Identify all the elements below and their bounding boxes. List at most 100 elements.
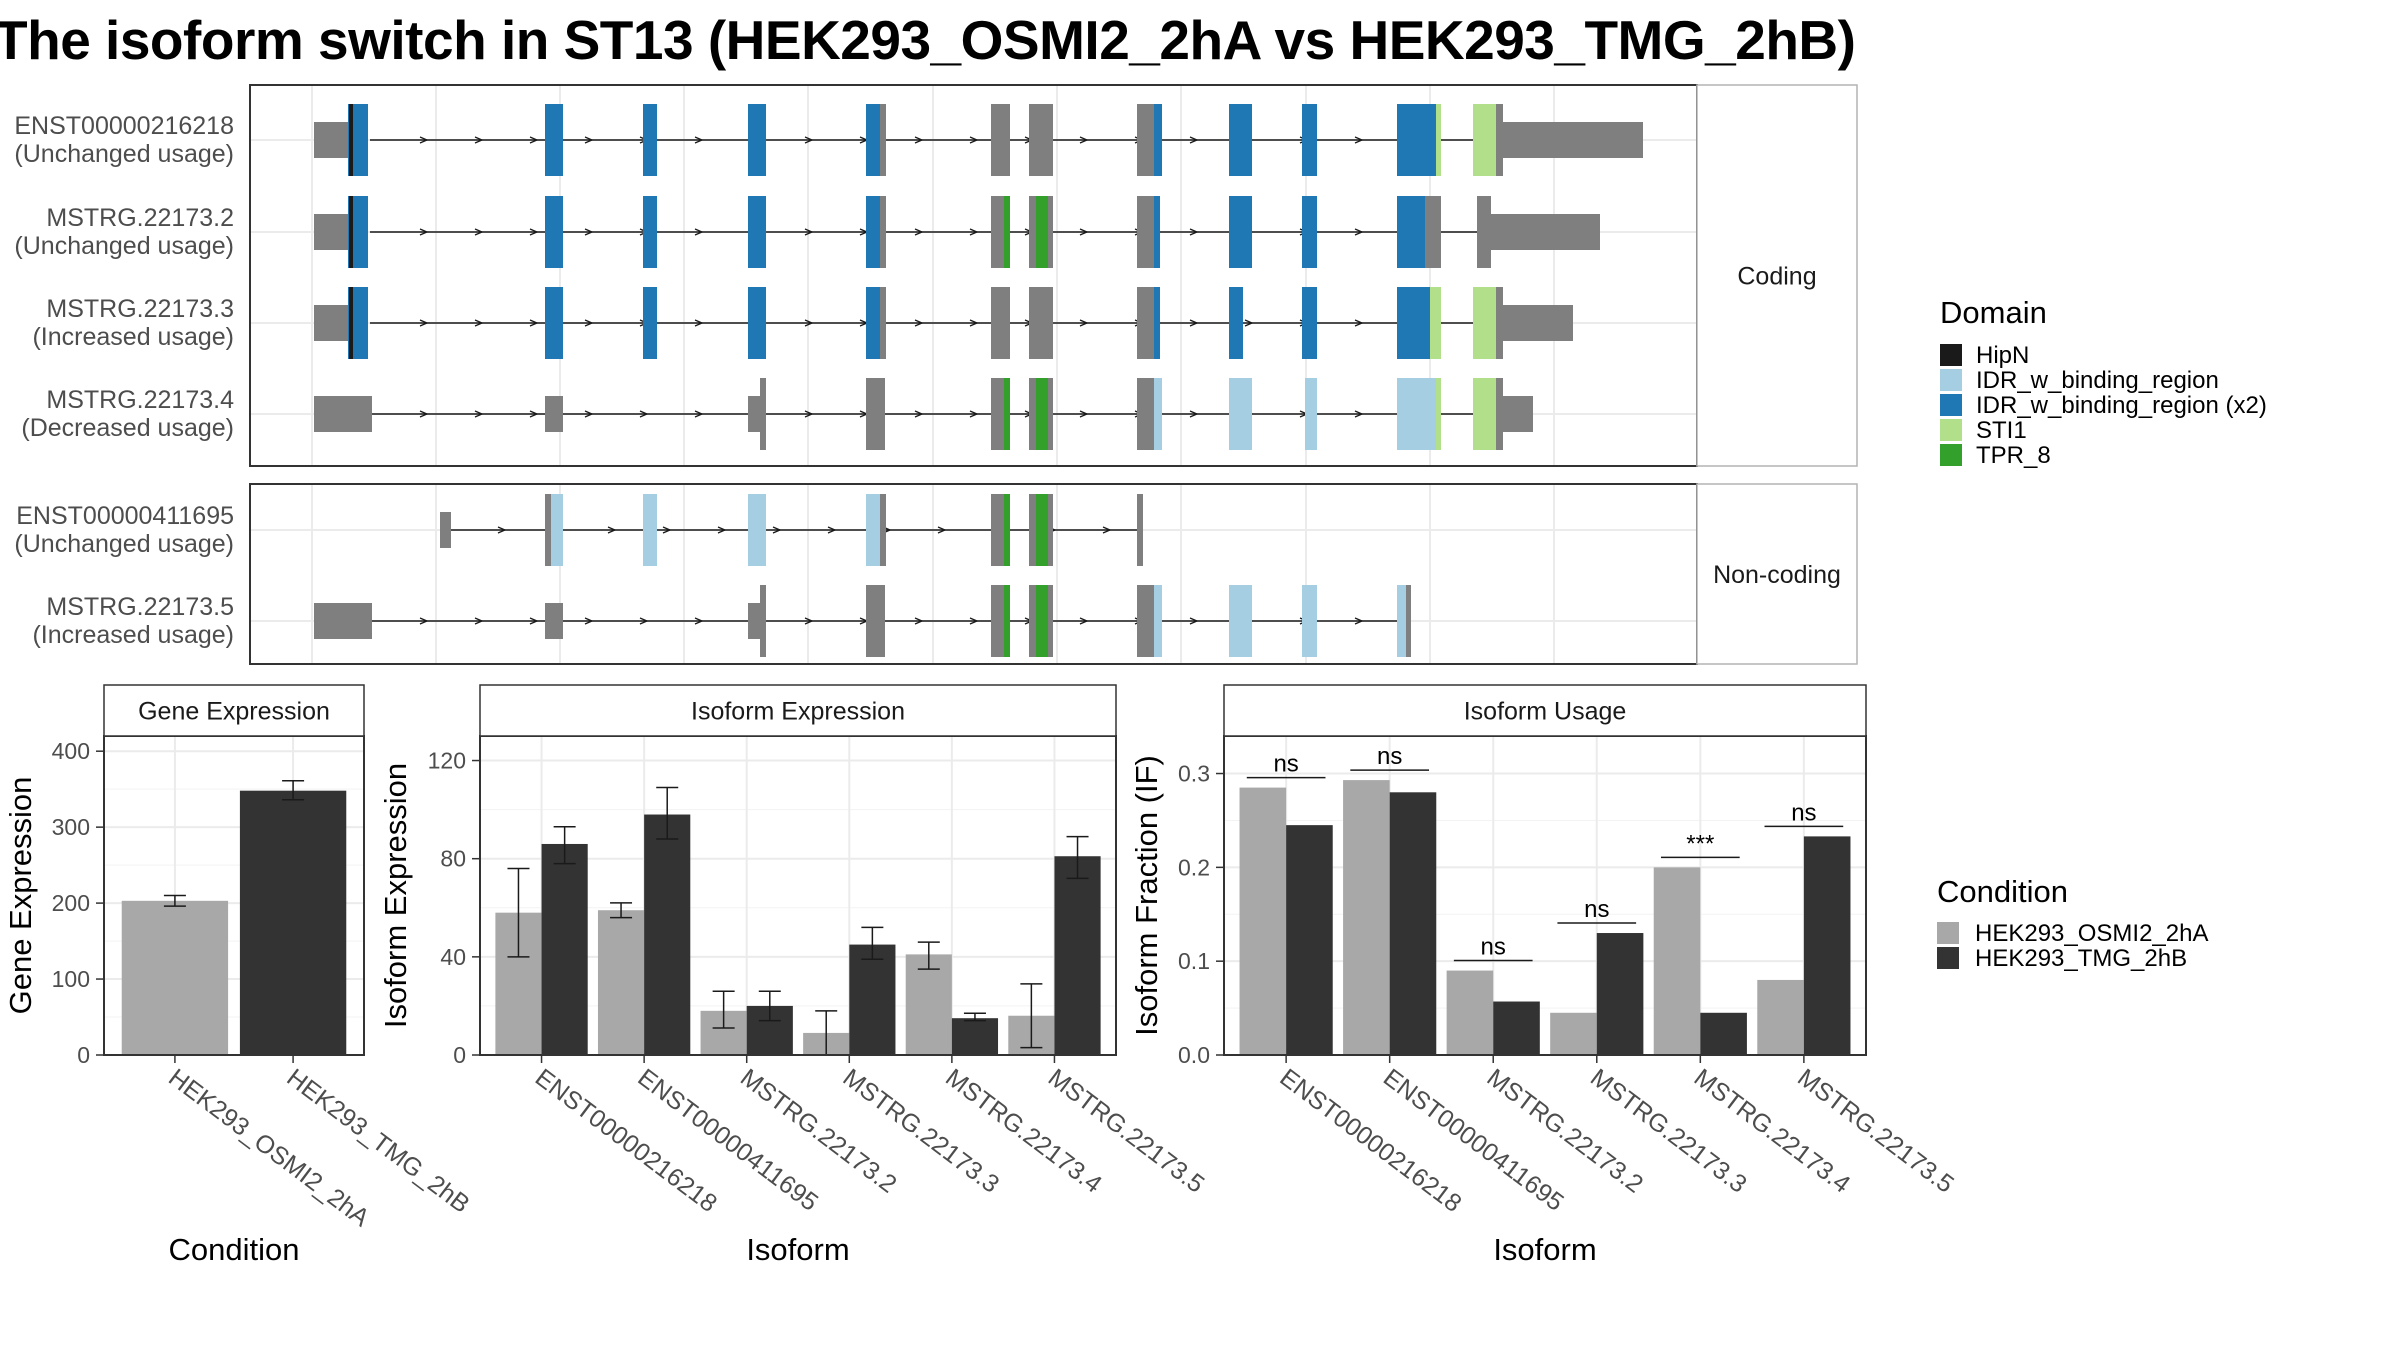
direction-arrow [1354, 136, 1364, 144]
exon-domain [1302, 585, 1317, 657]
exon-domain [551, 494, 563, 566]
direction-arrow [1079, 617, 1089, 625]
y-tick-label: 400 [52, 738, 90, 764]
exon-domain [1473, 378, 1496, 450]
direction-arrow [1354, 410, 1364, 418]
bar [1550, 1012, 1597, 1055]
exon [991, 494, 1004, 566]
direction-arrow [639, 617, 649, 625]
y-tick-label: 100 [52, 966, 90, 992]
direction-arrow [937, 526, 947, 534]
exon [866, 585, 885, 657]
panel-title: Gene Expression [138, 698, 330, 726]
significance-label: ns [1584, 896, 1609, 923]
isoform-expression-chart: Isoform Expression 0 40 80 120 ENST0000021621… [378, 684, 1210, 1267]
exon-domain [643, 104, 657, 176]
exon [314, 603, 372, 639]
exon-domain [1430, 287, 1441, 359]
exon-domain [1229, 196, 1252, 268]
exon-domain [866, 104, 880, 176]
direction-arrow [1354, 319, 1364, 327]
isoform-usage: (Unchanged usage) [14, 530, 234, 558]
direction-arrow [474, 410, 484, 418]
direction-arrow [584, 410, 594, 418]
exon [1137, 494, 1143, 566]
direction-arrow [969, 228, 979, 236]
facet-strip [1696, 483, 1858, 665]
direction-arrow [474, 319, 484, 327]
legend-label: IDR_w_binding_region (x2) [1976, 392, 2267, 419]
x-axis-title: Isoform [1493, 1232, 1596, 1267]
exon-domain [1229, 104, 1252, 176]
exon [1029, 287, 1053, 359]
direction-arrow [529, 136, 539, 144]
isoform-name: ENST00000411695 [16, 502, 234, 530]
y-axis-title: Isoform Fraction (IF) [1129, 755, 1164, 1036]
direction-arrow [694, 410, 704, 418]
isoform-track: ENST00000216218(Unchanged usage) [14, 104, 1643, 176]
direction-arrow [1079, 319, 1089, 327]
exon-domain [1397, 104, 1436, 176]
exon [1029, 196, 1036, 268]
direction-arrow [694, 617, 704, 625]
panel-background [250, 85, 1697, 466]
y-tick-label: 300 [52, 814, 90, 840]
x-axis-title: Condition [169, 1232, 300, 1267]
exon-domain [1229, 287, 1243, 359]
direction-arrow [804, 410, 814, 418]
isoform-track: MSTRG.22173.3(Increased usage) [32, 287, 1573, 359]
direction-arrow [717, 526, 727, 534]
exon-domain [1229, 378, 1252, 450]
panel-title: Isoform Expression [691, 698, 905, 726]
exon-domain [643, 196, 657, 268]
direction-arrow [914, 136, 924, 144]
direction-arrow [804, 319, 814, 327]
isoform-usage: (Decreased usage) [21, 414, 234, 442]
hipn-domain [349, 104, 353, 176]
exon [1137, 287, 1154, 359]
bar [1343, 780, 1390, 1055]
direction-arrow [804, 617, 814, 625]
legend-key [1940, 394, 1962, 416]
bar [1239, 787, 1287, 1055]
exon-domain [643, 494, 657, 566]
bar [1803, 836, 1851, 1055]
direction-arrow [474, 228, 484, 236]
y-tick-label: 120 [428, 748, 466, 774]
panel-title: Isoform Usage [1464, 698, 1627, 726]
exon [1503, 396, 1533, 432]
legend-label: STI1 [1976, 417, 2027, 444]
direction-arrow [419, 410, 429, 418]
noncoding-panel: Non-coding ENST00000411695(Unchanged usag… [14, 483, 1858, 665]
legend-key [1940, 369, 1962, 391]
exon-domain [1154, 196, 1160, 268]
bar [951, 1018, 999, 1055]
exon-domain [1036, 378, 1048, 450]
exon-domain [1004, 378, 1010, 450]
isoform-name: MSTRG.22173.5 [46, 593, 234, 621]
exon [1137, 378, 1154, 450]
exon-domain [1154, 585, 1162, 657]
direction-arrow [497, 526, 507, 534]
legend-label: HEK293_OSMI2_2hA [1975, 920, 2208, 947]
y-tick-label: 0 [77, 1042, 90, 1068]
exon-domain [866, 196, 880, 268]
isoform-usage-chart: ns ns ns ns *** ns Isoform Usage 0.0 0.1 0.2 0.3 EN… [1129, 684, 1959, 1267]
legend-label: HipN [1976, 342, 2029, 369]
direction-arrow [1189, 617, 1199, 625]
y-tick-label: 0.3 [1178, 761, 1210, 787]
exon [545, 494, 551, 566]
bar [1596, 933, 1644, 1055]
direction-arrow [1189, 319, 1199, 327]
direction-arrow [584, 319, 594, 327]
exon-domain [1004, 585, 1010, 657]
bar [541, 843, 588, 1055]
exon-domain [748, 287, 766, 359]
exon-domain [1036, 585, 1048, 657]
direction-arrow [914, 617, 924, 625]
exon [1048, 494, 1053, 566]
direction-arrow [1079, 410, 1089, 418]
direction-arrow [419, 319, 429, 327]
significance-label: ns [1481, 934, 1506, 961]
isoform-track: MSTRG.22173.4(Decreased usage) [21, 378, 1533, 450]
